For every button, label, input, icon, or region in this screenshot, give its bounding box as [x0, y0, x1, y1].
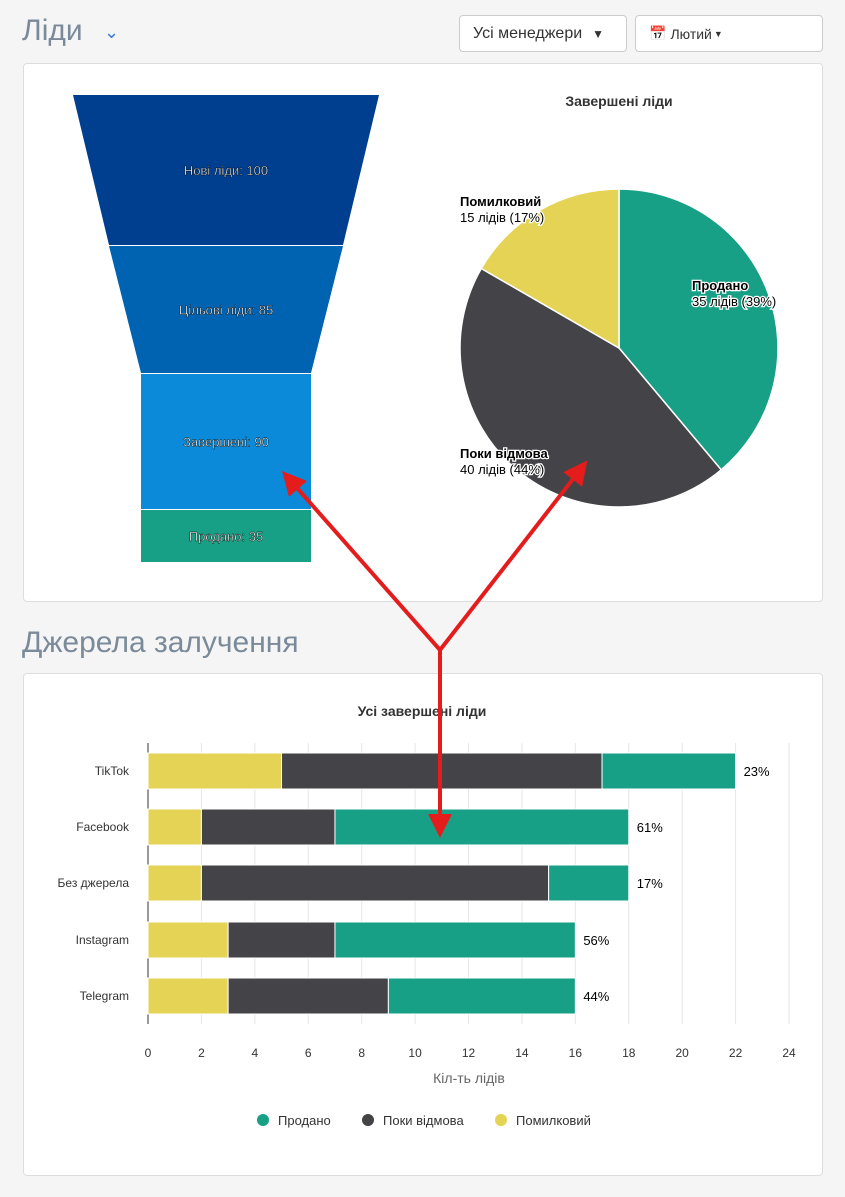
x-tick-label: 2	[198, 1046, 205, 1060]
bar-chart-title: Усі завершені ліди	[358, 703, 487, 719]
legend-item: Поки відмова	[383, 1113, 464, 1128]
x-tick-label: 4	[251, 1046, 258, 1060]
bar-segment	[147, 977, 229, 1015]
y-category-label: Facebook	[76, 820, 130, 834]
caret-down-icon: ▼	[592, 26, 605, 41]
bar-segment	[227, 977, 389, 1015]
legend-marker	[495, 1114, 507, 1126]
funnel-stage	[73, 95, 379, 245]
x-tick-label: 0	[145, 1046, 152, 1060]
y-category-label: Instagram	[76, 933, 129, 947]
x-axis-title: Кіл-ть лідів	[433, 1070, 505, 1086]
month-label: Лютий	[670, 25, 712, 42]
caret-down-icon: ▼	[713, 28, 723, 39]
pie-label-name: Продано	[692, 278, 748, 293]
pie-title: Завершені ліди	[565, 93, 672, 109]
month-dropdown[interactable]: 📅 Лютий ▼	[635, 15, 823, 52]
legend-marker	[257, 1114, 269, 1126]
pie-label-value: 35 лідів (39%)	[692, 294, 776, 309]
bar-segment	[334, 921, 576, 959]
x-tick-label: 20	[675, 1046, 689, 1060]
bar-data-label: 17%	[637, 876, 663, 891]
x-tick-label: 22	[729, 1046, 743, 1060]
bar-segment	[548, 864, 630, 902]
y-category-label: Telegram	[80, 989, 129, 1003]
funnel-label: Продано: 35	[189, 529, 263, 544]
x-tick-label: 14	[515, 1046, 529, 1060]
legend-item: Продано	[278, 1113, 331, 1128]
pie-slice	[480, 188, 620, 350]
bar-data-label: 61%	[637, 820, 663, 835]
x-tick-label: 6	[305, 1046, 312, 1060]
annotation-arrow	[282, 471, 442, 652]
bar-segment	[147, 864, 202, 902]
calendar-icon: 📅	[649, 25, 667, 41]
y-category-label: TikTok	[95, 764, 130, 778]
bar-data-label: 56%	[583, 933, 609, 948]
x-tick-label: 24	[782, 1046, 796, 1060]
pie-label-value: 15 лідів (17%)	[460, 210, 544, 225]
annotation-arrow	[438, 460, 588, 652]
managers-dropdown[interactable]: Усі менеджери ▼	[459, 15, 627, 52]
bar-segment	[387, 977, 576, 1015]
y-category-label: Без джерела	[58, 876, 130, 890]
bar-segment	[147, 808, 202, 846]
legend-marker	[362, 1114, 374, 1126]
pie-slice	[618, 188, 779, 471]
x-tick-label: 18	[622, 1046, 636, 1060]
bar-segment	[334, 808, 630, 846]
bar-segment	[200, 864, 550, 902]
pie-slice	[459, 267, 723, 508]
pie-label-value: 40 лідів (44%)	[460, 462, 544, 477]
x-tick-label: 12	[462, 1046, 476, 1060]
bar-segment	[601, 752, 737, 790]
x-tick-label: 8	[358, 1046, 365, 1060]
bar-segment	[200, 808, 336, 846]
managers-label: Усі менеджери	[473, 24, 583, 42]
chevron-down-icon[interactable]: ⌄	[104, 22, 120, 42]
legend-item: Помилковий	[516, 1113, 591, 1128]
funnel-label: Нові ліди: 100	[184, 163, 268, 178]
section-title: Джерела залучення	[22, 626, 299, 659]
page-title: Ліди	[22, 14, 83, 47]
bar-segment	[227, 921, 336, 959]
bar-data-label: 23%	[744, 764, 770, 779]
funnel-stage	[141, 374, 311, 509]
funnel-label: Завершені: 90	[183, 435, 269, 450]
x-tick-label: 16	[569, 1046, 583, 1060]
pie-label-name: Поки відмова	[460, 446, 548, 461]
funnel-stage	[109, 246, 343, 373]
bar-data-label: 44%	[583, 989, 609, 1004]
funnel-label: Цільові ліди: 85	[179, 303, 274, 318]
funnel-stage	[141, 510, 311, 562]
pie-label-name: Помилковий	[460, 194, 541, 209]
bar-segment	[147, 752, 283, 790]
bar-segment	[147, 921, 229, 959]
x-tick-label: 10	[408, 1046, 422, 1060]
